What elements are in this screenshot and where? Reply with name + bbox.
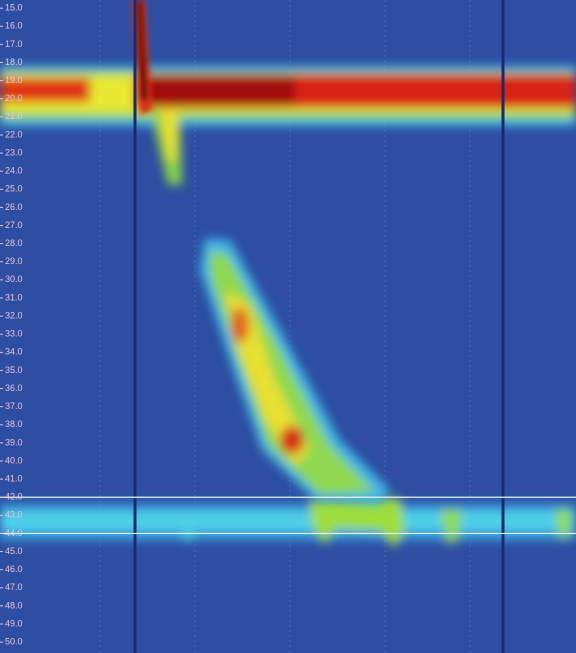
y-tick-label: 50.0 (5, 637, 23, 647)
y-tick-label: 17.0 (5, 39, 23, 49)
y-tick-label: 34.0 (5, 347, 23, 357)
y-tick-label: 21.0 (5, 111, 23, 121)
y-tick-label: 19.0 (5, 75, 23, 85)
y-tick-label: 39.0 (5, 437, 23, 447)
y-tick-label: 49.0 (5, 618, 23, 628)
y-tick-label: 40.0 (5, 455, 23, 465)
y-tick-label: 27.0 (5, 220, 23, 230)
y-tick-label: 36.0 (5, 383, 23, 393)
y-tick-label: 46.0 (5, 564, 23, 574)
y-tick-label: 18.0 (5, 57, 23, 67)
y-tick-label: 24.0 (5, 166, 23, 176)
y-tick-label: 30.0 (5, 274, 23, 284)
y-tick-label: 35.0 (5, 365, 23, 375)
y-tick-label: 31.0 (5, 292, 23, 302)
y-tick-label: 43.0 (5, 510, 23, 520)
y-tick-label: 23.0 (5, 147, 23, 157)
y-tick-label: 37.0 (5, 401, 23, 411)
y-tick-label: 16.0 (5, 21, 23, 31)
y-tick-label: 15.0 (5, 3, 23, 13)
y-tick-label: 48.0 (5, 600, 23, 610)
y-tick-label: 38.0 (5, 419, 23, 429)
y-tick-label: 20.0 (5, 93, 23, 103)
y-tick-label: 44.0 (5, 528, 23, 538)
chart: 15.0 16.0 17.0 18.0 19.0 20.0 21.0 22.0 23.0 24.0… (0, 0, 576, 653)
y-tick-label: 41.0 (5, 473, 23, 483)
y-tick-label: 42.0 (5, 492, 23, 502)
y-tick-label: 22.0 (5, 129, 23, 139)
y-tick-label: 32.0 (5, 310, 23, 320)
y-tick-label: 28.0 (5, 238, 23, 248)
y-tick-label: 45.0 (5, 546, 23, 556)
y-tick-label: 47.0 (5, 582, 23, 592)
y-tick-label: 33.0 (5, 329, 23, 339)
y-tick-label: 25.0 (5, 184, 23, 194)
y-tick-label: 29.0 (5, 256, 23, 266)
y-tick-label: 26.0 (5, 202, 23, 212)
